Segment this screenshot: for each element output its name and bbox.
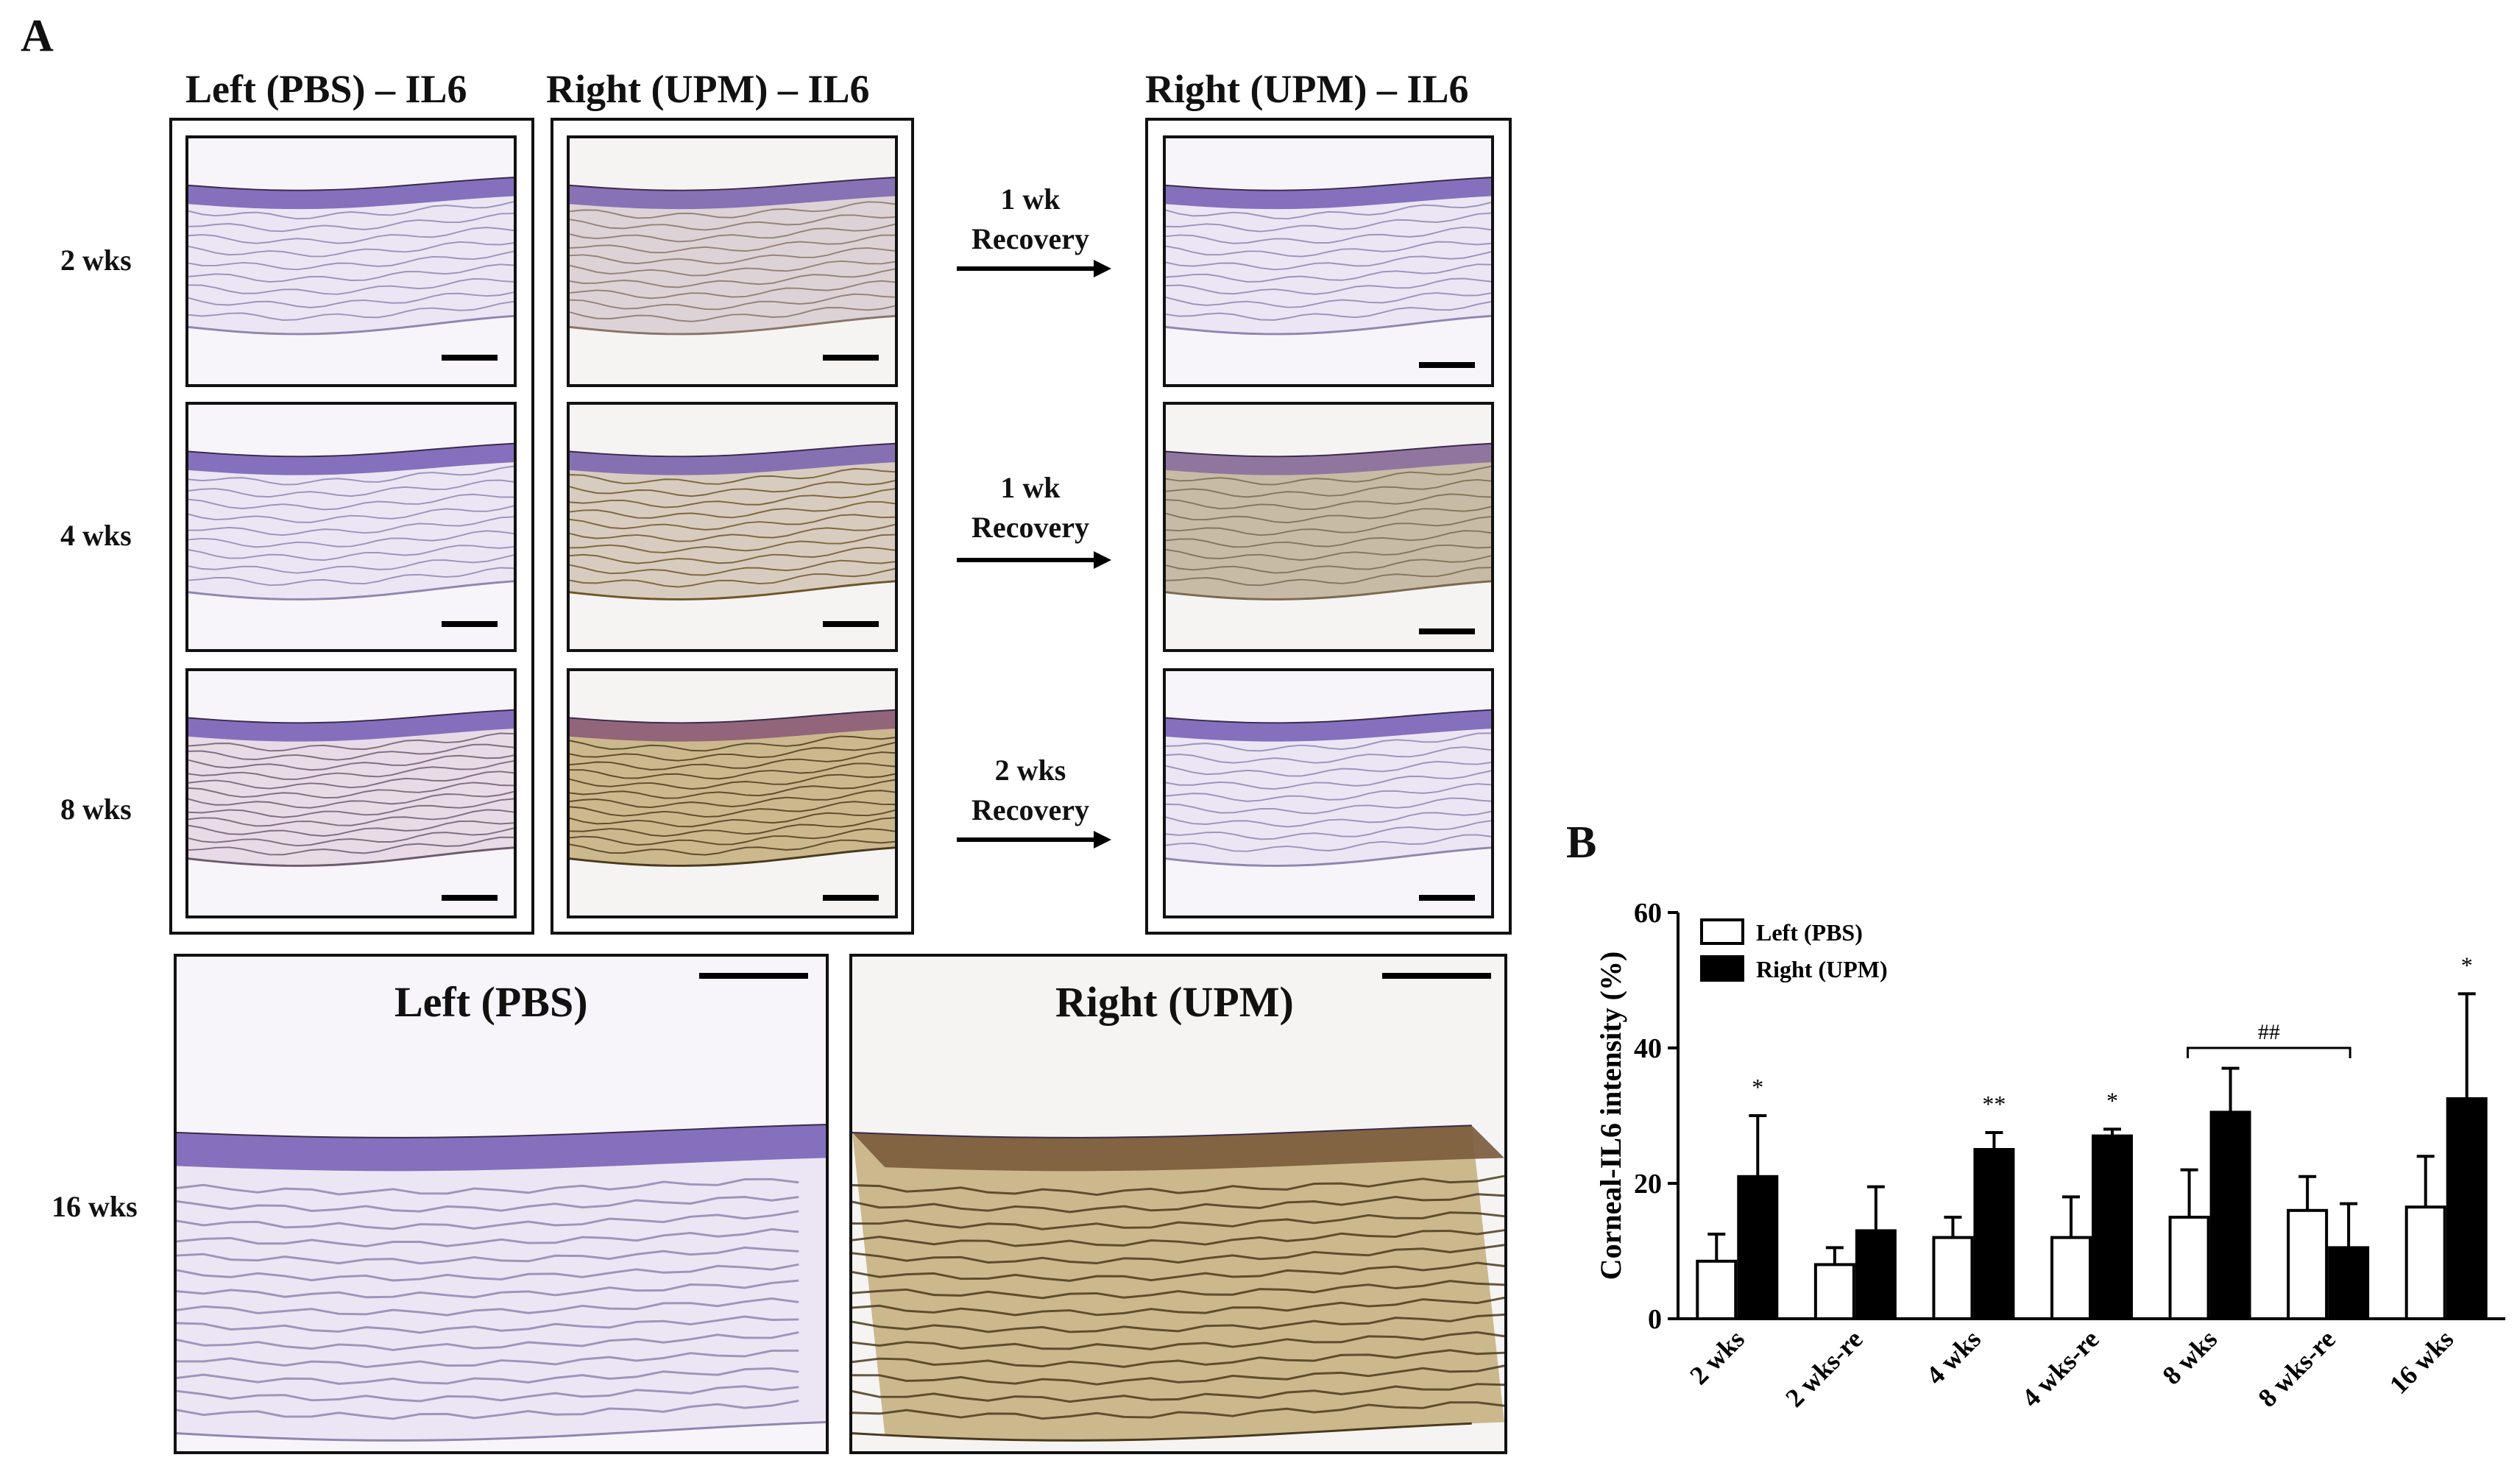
scale-bar — [442, 621, 498, 627]
micrograph-upm-4wks-recovery — [1163, 402, 1494, 652]
bar-left-pbs — [2287, 1208, 2329, 1320]
micrograph-upm-2wks — [567, 135, 898, 387]
x-tick-label: 2 wks-re — [1780, 1324, 1868, 1412]
arrow-icon — [957, 831, 1111, 849]
scale-bar — [1419, 895, 1475, 901]
y-tick-label: 0 — [1648, 1304, 1662, 1335]
bar-left-pbs — [2404, 1205, 2446, 1321]
scale-bar — [1419, 362, 1475, 368]
micrograph-upm-8wks — [567, 668, 898, 918]
column-title-right-upm-recovery: Right (UPM) – IL6 — [1145, 67, 1469, 111]
micrograph-title-left-pbs: Left (PBS) — [394, 978, 588, 1026]
bar-left-pbs — [2168, 1216, 2210, 1320]
arrow-icon — [957, 551, 1111, 569]
scale-bar — [1382, 973, 1491, 979]
bar-right-upm — [2446, 1097, 2488, 1320]
recovery-label-2wks: 1 wk Recovery — [971, 183, 1089, 255]
bar-right-upm — [2092, 1134, 2133, 1320]
significance-marker: ** — [1982, 1091, 2006, 1117]
micrograph-title-right-upm: Right (UPM) — [1055, 978, 1294, 1026]
bar-right-upm — [1855, 1229, 1897, 1320]
bar-right-upm — [1973, 1148, 2015, 1320]
bar-left-pbs — [2050, 1236, 2092, 1321]
significance-marker: * — [2461, 952, 2473, 978]
x-tick-label: 16 wks — [2384, 1324, 2460, 1400]
recovery-label-8wks: 2 wks Recovery — [971, 754, 1089, 826]
x-tick-label: 4 wks-re — [2016, 1324, 2104, 1412]
row-label-8wks: 8 wks — [60, 793, 132, 826]
row-label-2wks: 2 wks — [60, 244, 132, 277]
micrograph-pbs-16wks: Left (PBS) — [174, 954, 829, 1454]
micrograph-upm-4wks — [567, 402, 898, 652]
x-tick-label: 4 wks — [1920, 1324, 1986, 1390]
significance-bracket — [2187, 1046, 2351, 1058]
legend-label: Right (UPM) — [1756, 956, 1888, 982]
column-title-left-pbs: Left (PBS) – IL6 — [185, 67, 467, 111]
legend-label: Left (PBS) — [1756, 919, 1863, 946]
panel-a-label: A — [21, 11, 54, 61]
bar-left-pbs — [1696, 1259, 1738, 1320]
y-tick-label: 40 — [1634, 1033, 1662, 1064]
scale-bar — [442, 895, 498, 901]
legend-swatch — [1700, 955, 1744, 982]
row-label-16wks: 16 wks — [52, 1190, 138, 1223]
arrow-icon — [957, 260, 1111, 277]
y-axis-label: Corneal-IL6 intensity (%) — [1594, 952, 1627, 1280]
scale-bar — [699, 973, 808, 979]
column-title-right-upm: Right (UPM) – IL6 — [546, 67, 870, 111]
micrograph-pbs-4wks — [185, 402, 517, 652]
bar-right-upm — [2328, 1246, 2370, 1321]
micrograph-upm-8wks-recovery — [1163, 668, 1494, 918]
bar-left-pbs — [1932, 1236, 1974, 1321]
significance-marker: * — [2106, 1087, 2118, 1113]
scale-bar — [442, 355, 498, 361]
y-tick-label: 60 — [1634, 898, 1662, 929]
bar-right-upm — [1737, 1175, 1779, 1320]
micrograph-pbs-8wks — [185, 668, 517, 918]
scale-bar — [823, 621, 879, 627]
scale-bar — [1419, 628, 1475, 634]
bar-right-upm — [2209, 1110, 2251, 1320]
bracket-label: ## — [2258, 1020, 2280, 1044]
micrograph-upm-2wks-recovery — [1163, 135, 1494, 387]
micrograph-pbs-2wks — [185, 135, 517, 387]
scale-bar — [823, 355, 879, 361]
bar-left-pbs — [1813, 1263, 1855, 1321]
x-tick-label: 8 wks — [2156, 1324, 2223, 1390]
significance-marker: * — [1752, 1074, 1763, 1100]
x-tick-label: 8 wks-re — [2252, 1324, 2340, 1412]
recovery-label-4wks: 1 wk Recovery — [971, 471, 1089, 544]
micrograph-upm-16wks: Right (UPM) — [849, 954, 1507, 1454]
legend-swatch — [1700, 918, 1744, 945]
scale-bar — [823, 895, 879, 901]
y-tick-label: 20 — [1634, 1169, 1662, 1200]
row-label-4wks: 4 wks — [60, 519, 132, 552]
panel-b-label: B — [1566, 818, 1597, 868]
x-tick-label: 2 wks — [1684, 1324, 1750, 1390]
